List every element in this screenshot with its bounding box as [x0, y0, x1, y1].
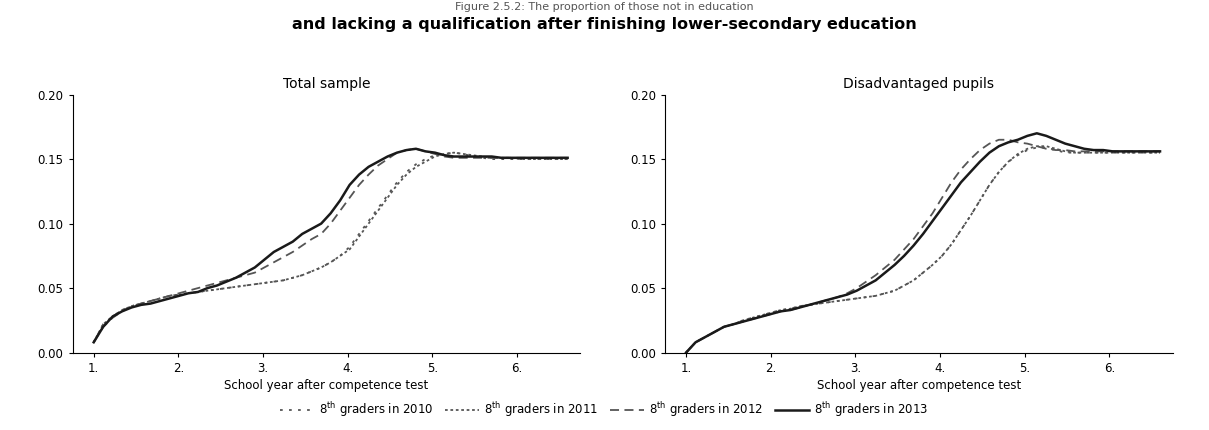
X-axis label: School year after competence test: School year after competence test [817, 379, 1020, 392]
Text: Figure 2.5.2: The proportion of those not in education: Figure 2.5.2: The proportion of those no… [455, 2, 754, 12]
Title: Total sample: Total sample [283, 77, 370, 91]
X-axis label: School year after competence test: School year after competence test [225, 379, 428, 392]
Text: and lacking a qualification after finishing lower-secondary education: and lacking a qualification after finish… [293, 17, 916, 32]
Title: Disadvantaged pupils: Disadvantaged pupils [844, 77, 994, 91]
Legend: 8$^{\mathrm{th}}$ graders in 2010, 8$^{\mathrm{th}}$ graders in 2011, 8$^{\mathr: 8$^{\mathrm{th}}$ graders in 2010, 8$^{\… [276, 396, 933, 424]
